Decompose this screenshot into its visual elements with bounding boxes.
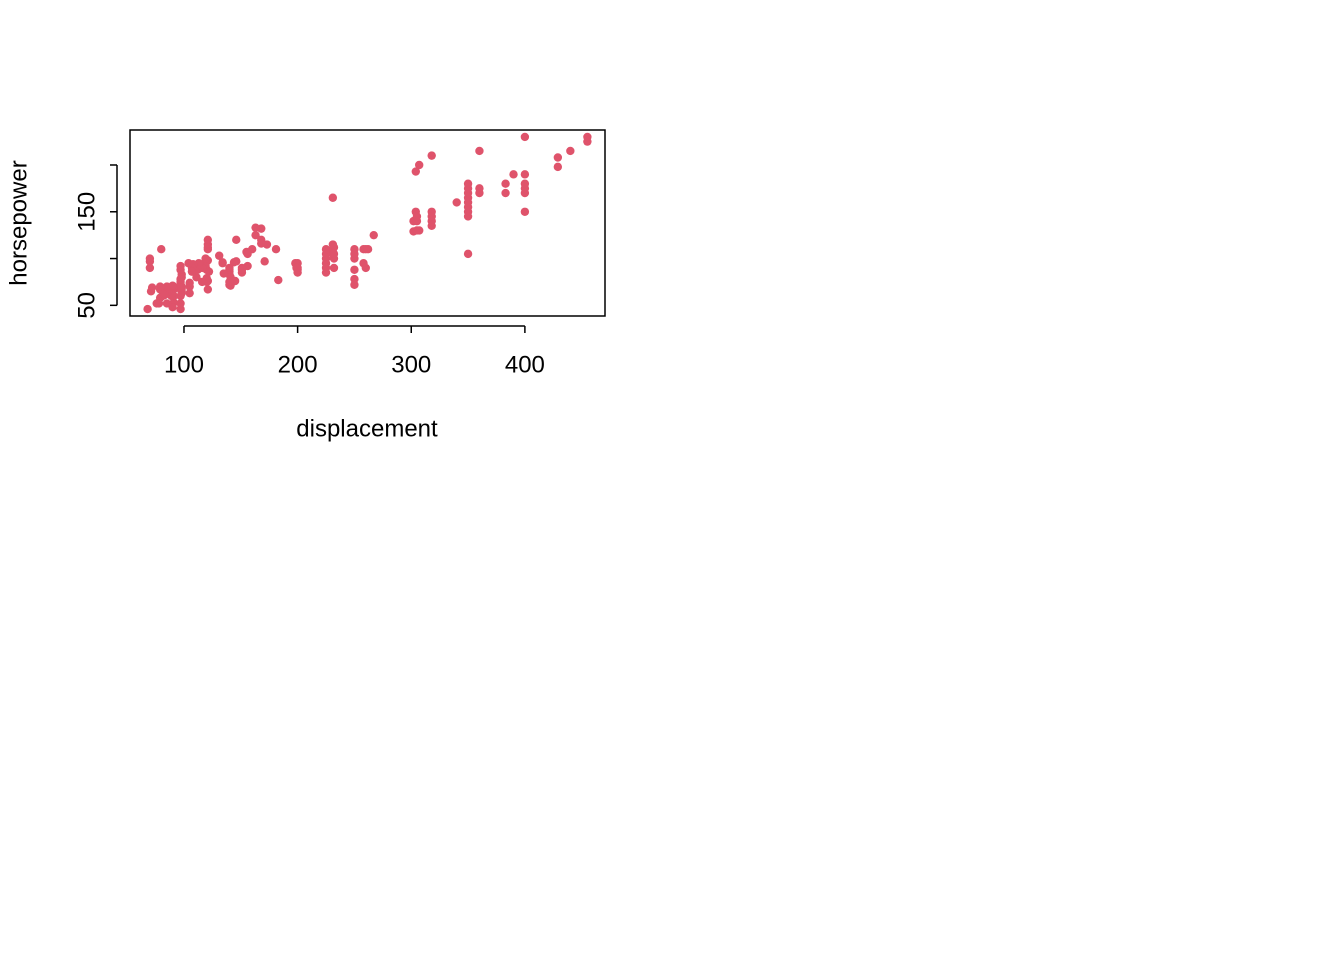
point — [176, 291, 185, 301]
point — [520, 179, 530, 188]
point — [329, 263, 339, 273]
point — [176, 274, 185, 284]
x-tick-label: 300 — [391, 351, 431, 378]
point — [225, 263, 234, 273]
point — [427, 212, 436, 221]
point — [321, 244, 331, 254]
point — [251, 230, 260, 240]
point — [203, 285, 213, 294]
point — [184, 259, 193, 268]
point — [251, 223, 260, 232]
point — [553, 153, 563, 162]
x-tick-label: 200 — [278, 351, 318, 378]
point — [162, 299, 172, 308]
point — [162, 282, 172, 291]
point — [176, 299, 185, 308]
point — [257, 239, 266, 248]
point — [361, 244, 370, 254]
point — [321, 263, 331, 273]
point — [412, 226, 422, 235]
point — [328, 240, 338, 249]
point — [427, 151, 436, 160]
point — [232, 235, 241, 245]
point — [274, 275, 283, 285]
point — [520, 207, 530, 216]
y-axis-title: horsepower — [5, 160, 32, 285]
point — [553, 162, 563, 172]
point — [160, 290, 169, 300]
point — [219, 269, 228, 278]
x-axis-title: displacement — [296, 415, 438, 442]
point — [197, 277, 207, 287]
point — [152, 299, 161, 308]
point — [412, 212, 422, 221]
point — [463, 179, 473, 188]
point — [192, 273, 201, 282]
point — [509, 170, 518, 179]
point — [260, 257, 269, 266]
point — [185, 278, 194, 288]
point — [350, 274, 359, 284]
point — [201, 254, 210, 263]
point — [225, 277, 234, 287]
point — [215, 251, 224, 260]
point — [583, 132, 592, 142]
point — [463, 249, 473, 259]
point — [520, 188, 530, 198]
point — [328, 193, 338, 202]
point — [350, 265, 359, 274]
point — [415, 160, 424, 170]
plot-frame — [129, 129, 606, 317]
point — [501, 179, 510, 188]
point — [369, 230, 378, 240]
point — [242, 247, 251, 257]
y-tick-label: 150 — [73, 192, 100, 232]
point — [463, 212, 473, 221]
point — [155, 282, 165, 291]
point — [329, 249, 339, 259]
point — [145, 263, 155, 273]
point — [271, 244, 281, 254]
point — [566, 146, 575, 156]
point — [229, 258, 239, 267]
point — [475, 188, 484, 198]
point — [475, 146, 484, 156]
point — [157, 244, 166, 254]
point — [463, 198, 473, 207]
x-tick-label: 100 — [164, 351, 204, 378]
point — [176, 261, 185, 271]
point — [501, 188, 510, 198]
point — [143, 304, 152, 314]
point — [185, 288, 194, 298]
point — [145, 254, 155, 263]
point — [350, 244, 359, 254]
point — [187, 267, 197, 276]
point — [520, 170, 530, 179]
point — [427, 221, 436, 231]
point — [292, 263, 301, 273]
x-tick-label: 400 — [505, 351, 545, 378]
point — [452, 198, 461, 207]
point — [146, 287, 156, 296]
point — [218, 259, 227, 268]
point — [361, 263, 370, 273]
point — [203, 235, 213, 245]
point — [520, 132, 530, 142]
point — [411, 167, 420, 176]
y-tick-label: 50 — [73, 292, 100, 319]
point — [237, 265, 247, 274]
